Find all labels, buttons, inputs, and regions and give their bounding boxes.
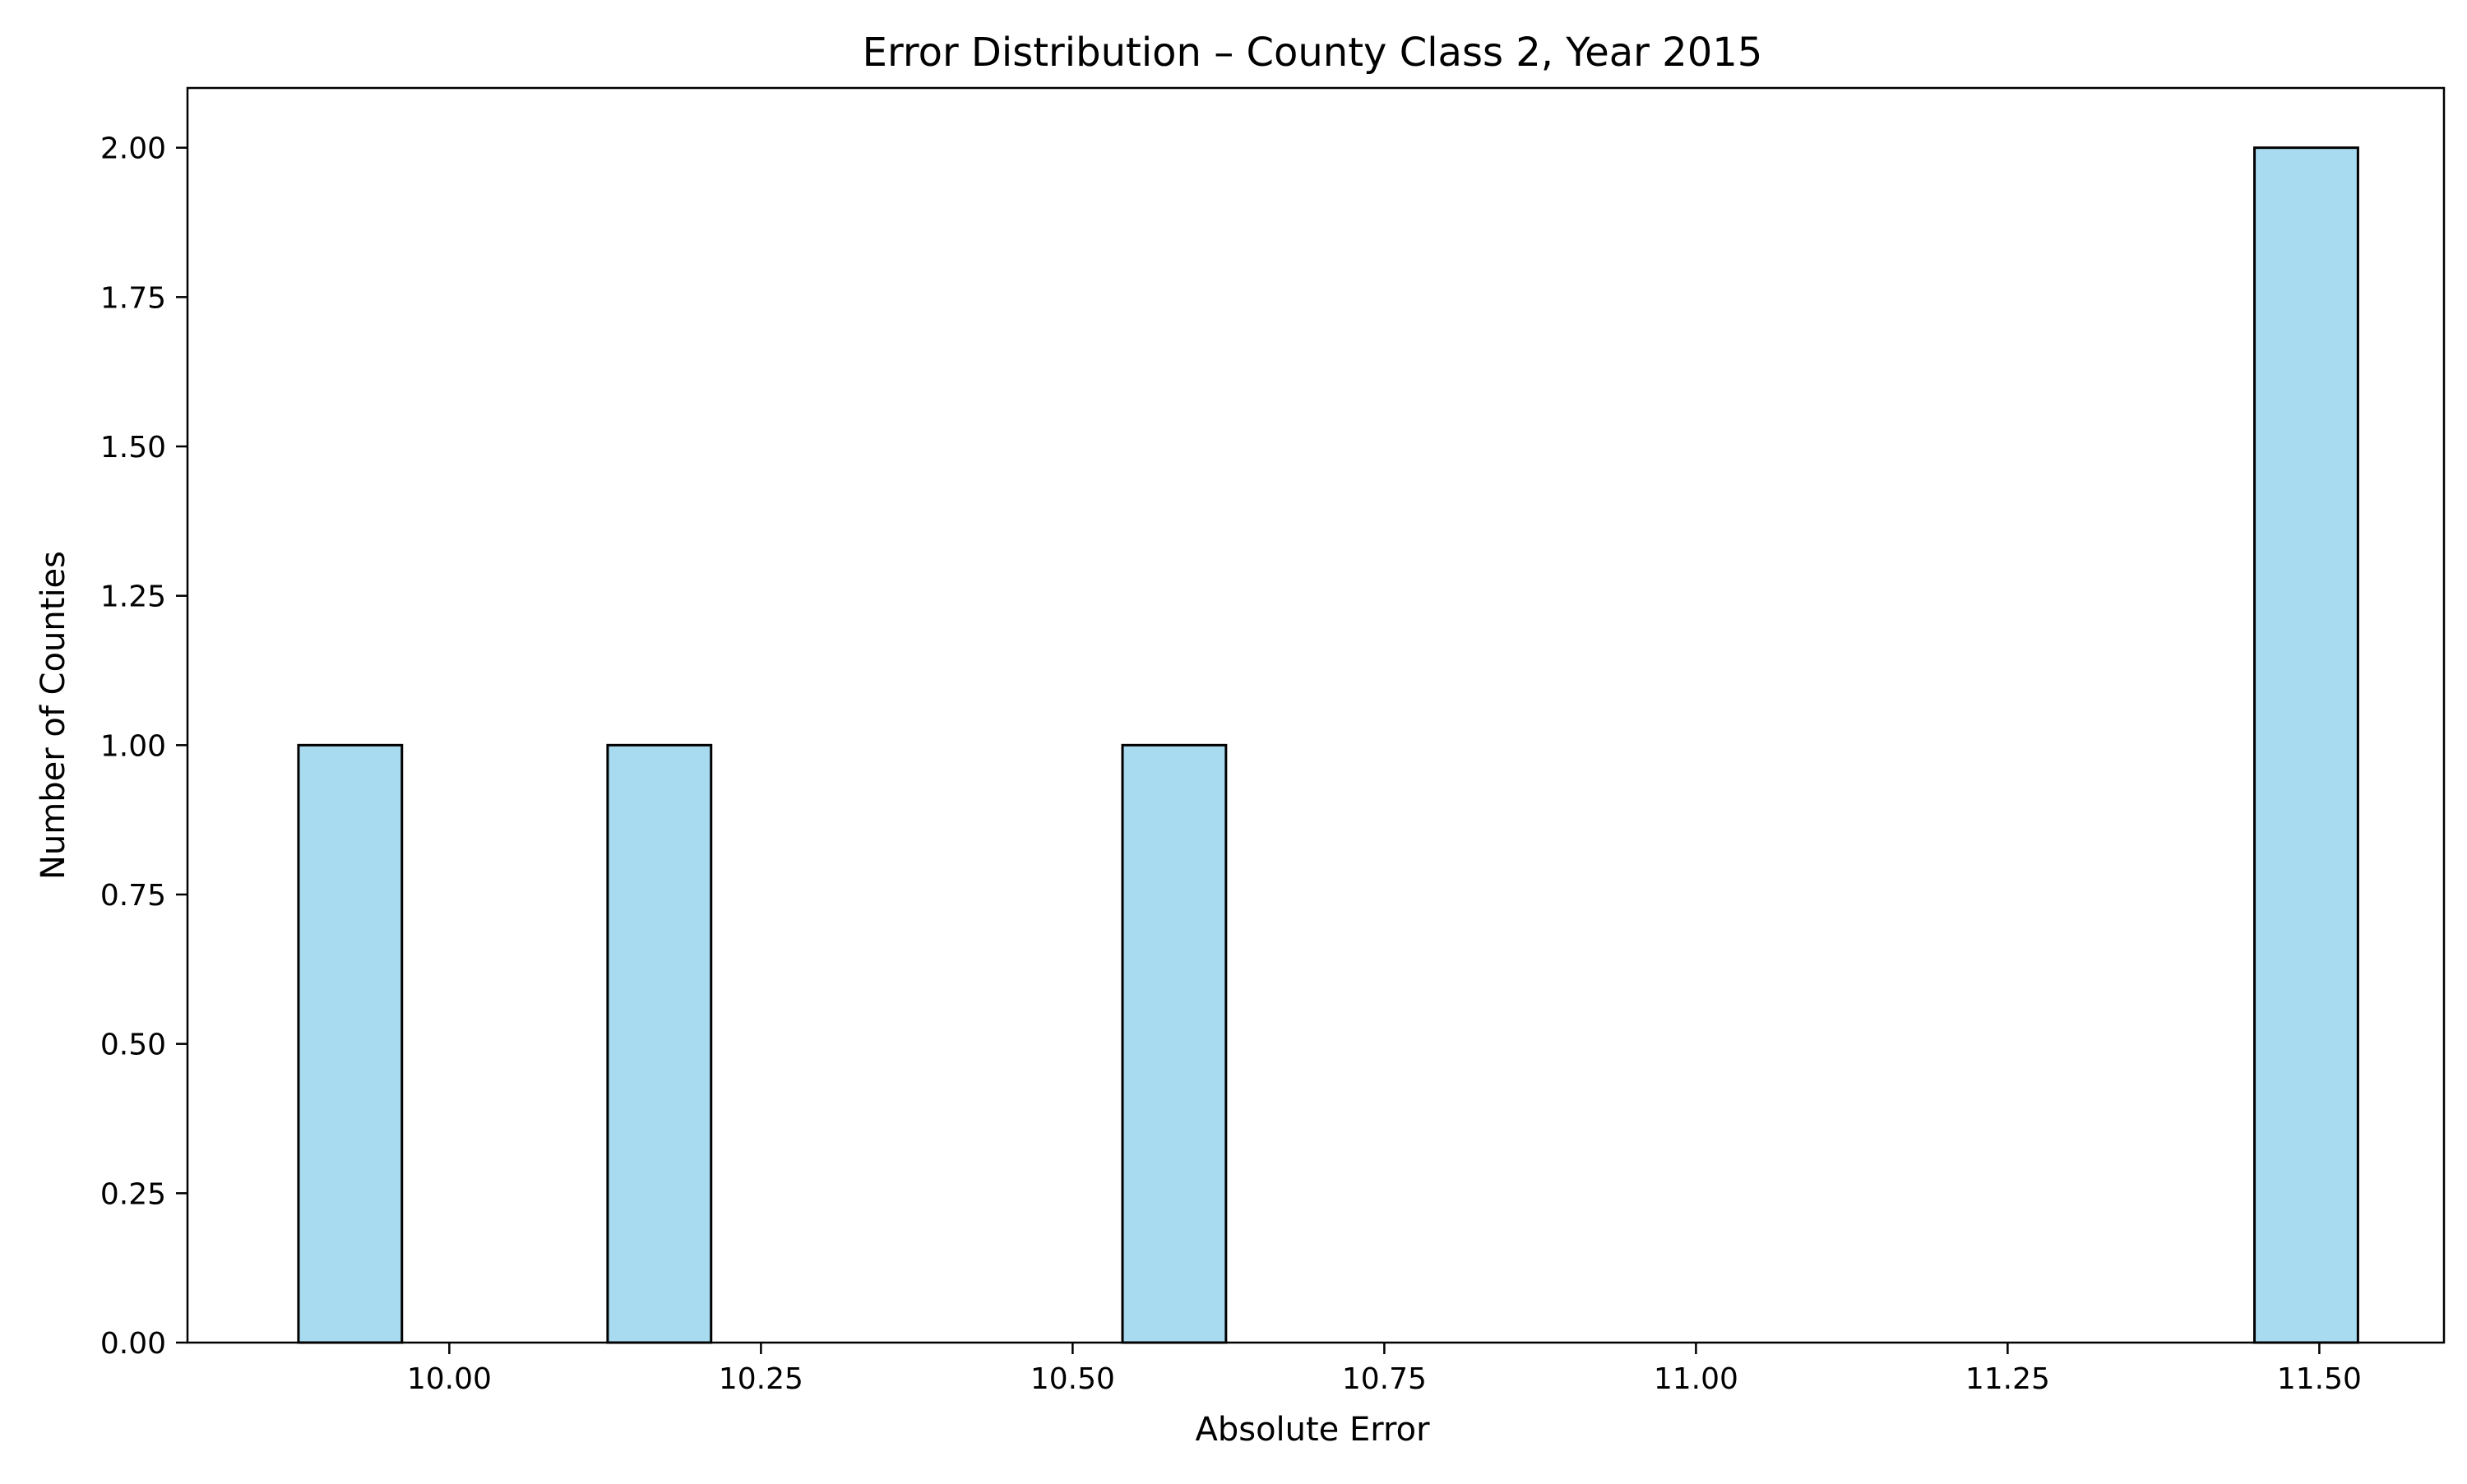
y-tick-label-2: 0.25 [100,1177,166,1211]
y-tick-label-3: 0.50 [100,1029,166,1062]
y-axis-label: Number of Counties [35,551,72,880]
y-tick-label-6: 1.25 [100,580,166,614]
x-tick-label-6: 11.25 [1965,1362,2050,1396]
x-tick-label-4: 10.75 [1342,1362,1427,1396]
x-axis-ticks: 10.00 10.25 10.50 10.75 11.00 11.25 11.50 [407,1343,2362,1396]
y-tick-label-4: 0.75 [100,879,166,913]
y-tick-label-5: 1.00 [100,729,166,763]
x-tick-label-2: 10.25 [719,1362,803,1396]
histogram-bar-1 [297,743,404,1344]
histogram-bar-2 [606,743,713,1344]
chart-title: Error Distribution – County Class 2, Yea… [863,30,1763,76]
x-tick-label-5: 11.00 [1654,1362,1738,1396]
plot-frame [186,86,2446,1344]
y-tick-label-9: 2.00 [100,132,166,166]
y-tick-label-8: 1.75 [100,281,166,315]
y-axis-ticks: 0.00 0.25 0.50 0.75 1.00 1.25 1.50 1.75 2.00 [100,132,187,1361]
histogram-bar-3 [1121,743,1228,1344]
x-tick-label-1: 10.00 [407,1362,492,1396]
x-axis-label: Absolute Error [1195,1411,1430,1449]
y-tick-label-1: 0.00 [100,1327,166,1361]
bars-group [297,146,2359,1344]
x-tick-label-3: 10.50 [1030,1362,1115,1396]
y-tick-label-7: 1.50 [100,431,166,465]
x-tick-label-7: 11.50 [2277,1362,2362,1396]
histogram-bar-4 [2253,146,2359,1344]
